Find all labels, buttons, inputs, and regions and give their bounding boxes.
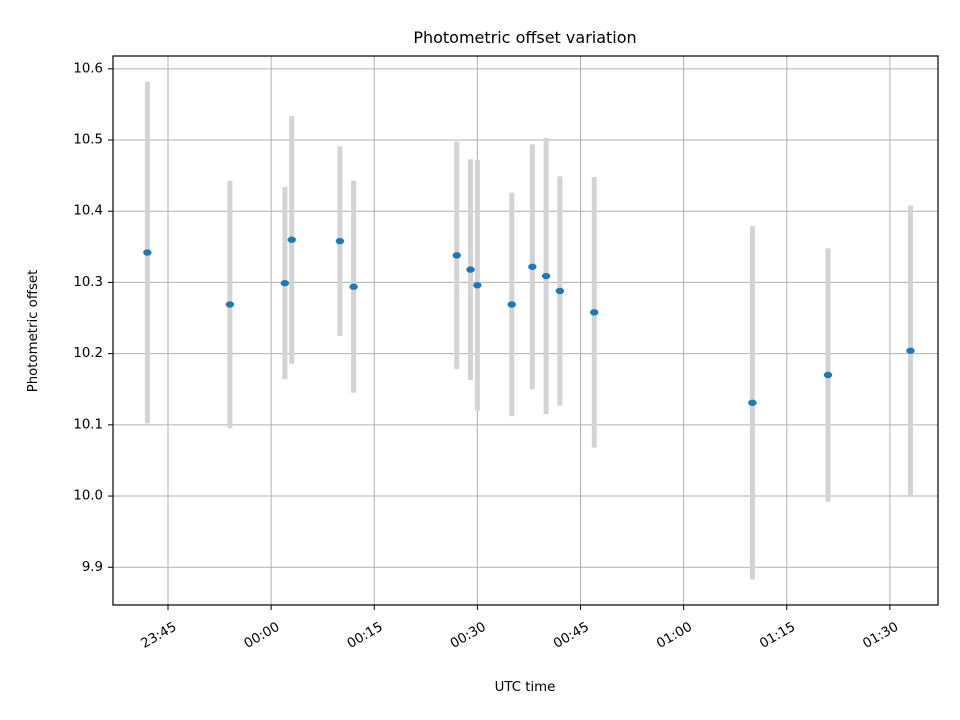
y-tick-label: 10.6 xyxy=(73,61,103,76)
data-points xyxy=(143,236,915,406)
data-point xyxy=(466,266,475,273)
y-tick-label: 10.3 xyxy=(73,275,103,290)
data-point xyxy=(473,282,482,289)
data-point xyxy=(280,279,290,287)
y-tick-label: 10.5 xyxy=(73,133,103,148)
data-point xyxy=(143,249,152,256)
y-tick-label: 10.1 xyxy=(73,417,103,432)
data-point xyxy=(528,263,537,270)
x-axis-title: UTC time xyxy=(495,680,556,695)
data-point xyxy=(452,252,461,259)
plot-frame xyxy=(112,55,939,606)
y-axis: 9.9 10.0 10.1 10.2 10.3 10.4 10.5 10.6 xyxy=(73,61,113,575)
y-tick-label: 10.2 xyxy=(73,346,103,361)
data-point xyxy=(906,347,915,354)
data-point xyxy=(349,283,358,290)
y-tick-label: 10.0 xyxy=(73,489,103,504)
data-point xyxy=(555,287,565,295)
data-point xyxy=(335,237,345,245)
data-point xyxy=(287,236,296,243)
data-point xyxy=(225,301,235,308)
y-tick-label: 9.9 xyxy=(82,560,103,575)
data-point xyxy=(541,272,551,280)
chart-title: Photometric offset variation xyxy=(413,28,636,47)
data-point xyxy=(823,371,833,379)
y-axis-title: Photometric offset xyxy=(26,270,41,393)
data-point xyxy=(507,301,516,308)
data-point xyxy=(748,399,757,406)
grid xyxy=(113,56,938,605)
data-point xyxy=(590,309,599,316)
y-tick-label: 10.4 xyxy=(73,204,103,219)
